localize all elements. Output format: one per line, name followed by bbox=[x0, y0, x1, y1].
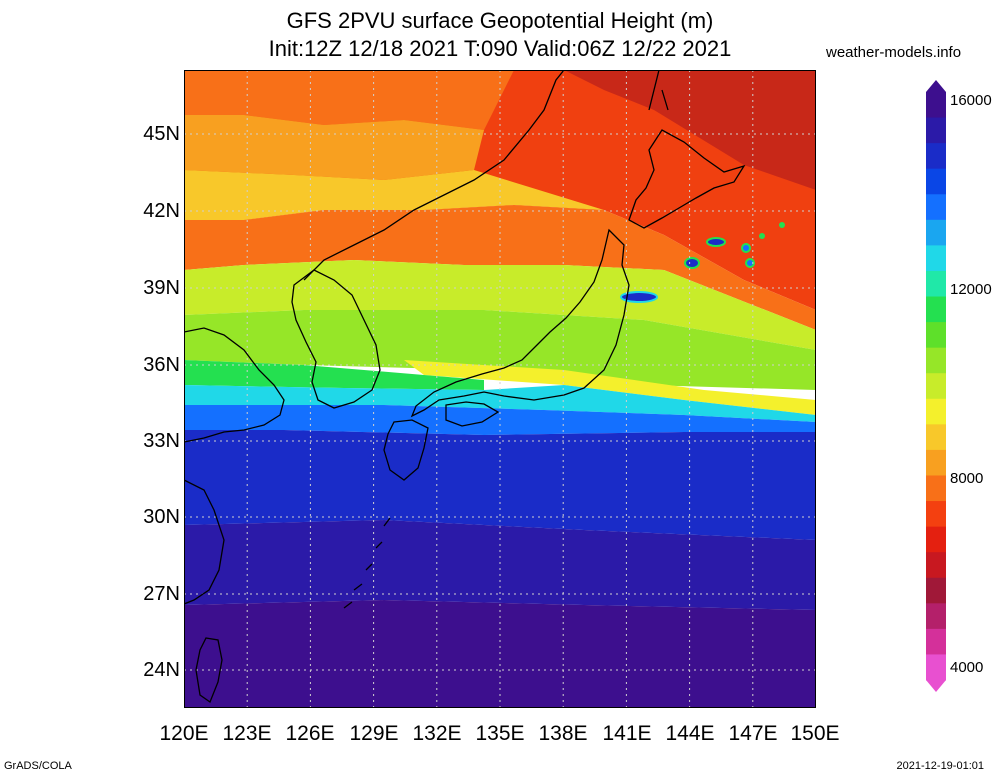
colorbar-cell bbox=[926, 475, 946, 502]
lon-label-141e: 141E bbox=[602, 722, 652, 745]
colorbar-top-arrow bbox=[926, 80, 946, 92]
colorbar-cell bbox=[926, 168, 946, 195]
band-green bbox=[184, 360, 484, 390]
map-subtitle: Init:12Z 12/18 2021 T:090 Valid:06Z 12/2… bbox=[268, 36, 732, 61]
colorbar-cell bbox=[926, 270, 946, 298]
colorbar-cell bbox=[926, 347, 946, 374]
colorbar-cell bbox=[926, 219, 946, 246]
lon-label-138e: 138E bbox=[538, 722, 588, 745]
timestamp-label: 2021-12-19-01:01 bbox=[896, 760, 984, 772]
credit-label: GrADS/COLA bbox=[4, 760, 72, 772]
lat-label-30n: 30N bbox=[143, 506, 180, 528]
lon-label-135e: 135E bbox=[475, 722, 525, 745]
lat-lon-grid bbox=[184, 70, 816, 708]
lon-label-147e: 147E bbox=[728, 722, 778, 745]
colorbar-cell bbox=[926, 322, 946, 349]
lon-label-123e: 123E bbox=[222, 722, 272, 745]
colorbar-cell bbox=[926, 628, 946, 655]
colorbar-cell bbox=[926, 245, 946, 272]
lon-label-150e: 150E bbox=[790, 722, 840, 745]
colorbar-label-12000: 12000 bbox=[950, 281, 992, 298]
colorbar-cell bbox=[926, 373, 946, 400]
colorbar-cell bbox=[926, 398, 946, 425]
colorbar-cell bbox=[926, 117, 946, 144]
lon-label-132e: 132E bbox=[412, 722, 462, 745]
colorbar-cell bbox=[926, 577, 946, 604]
lon-label-144e: 144E bbox=[665, 722, 715, 745]
colorbar bbox=[926, 80, 946, 692]
map-title: GFS 2PVU surface Geopotential Height (m) bbox=[286, 8, 714, 33]
anomaly-spots bbox=[620, 222, 785, 303]
band-green-light bbox=[184, 310, 816, 390]
colorbar-cell bbox=[926, 603, 946, 630]
lon-label-129e: 129E bbox=[349, 722, 399, 745]
band-orange bbox=[184, 70, 514, 130]
lat-label-27n: 27N bbox=[143, 583, 180, 605]
colorbar-cell bbox=[926, 526, 946, 553]
colorbar-cell bbox=[926, 501, 946, 528]
lat-label-36n: 36N bbox=[143, 354, 180, 376]
colorbar-cell bbox=[926, 449, 946, 476]
colorbar-cell bbox=[926, 143, 946, 170]
band-light-orange bbox=[184, 115, 484, 180]
band-cyan bbox=[184, 385, 816, 422]
lon-label-120e: 120E bbox=[159, 722, 209, 745]
colorbar-label-8000: 8000 bbox=[950, 470, 984, 487]
colorbar-bottom-arrow bbox=[926, 680, 946, 692]
colorbar-cell bbox=[926, 654, 946, 681]
band-yellow bbox=[404, 360, 816, 415]
lat-label-42n: 42N bbox=[143, 200, 180, 222]
band-indigo bbox=[184, 520, 816, 610]
lat-label-39n: 39N bbox=[143, 277, 180, 299]
colorbar-cell bbox=[926, 296, 946, 323]
colorbar-cell bbox=[926, 92, 946, 119]
band-yellow-orange bbox=[184, 170, 604, 220]
colorbar-label-16000: 16000 bbox=[950, 92, 992, 109]
colorbar-label-4000: 4000 bbox=[950, 659, 984, 676]
lon-label-126e: 126E bbox=[285, 722, 335, 745]
colorbar-cell bbox=[926, 424, 946, 451]
band-orange-mid bbox=[184, 205, 816, 330]
lat-label-24n: 24N bbox=[143, 659, 180, 681]
coastlines bbox=[184, 70, 746, 704]
site-name: weather-models.info bbox=[826, 44, 962, 61]
colorbar-cell bbox=[926, 552, 946, 579]
geopotential-map bbox=[184, 70, 816, 708]
lat-label-33n: 33N bbox=[143, 430, 180, 452]
lat-label-45n: 45N bbox=[143, 123, 180, 145]
colorbar-cell bbox=[926, 194, 946, 221]
